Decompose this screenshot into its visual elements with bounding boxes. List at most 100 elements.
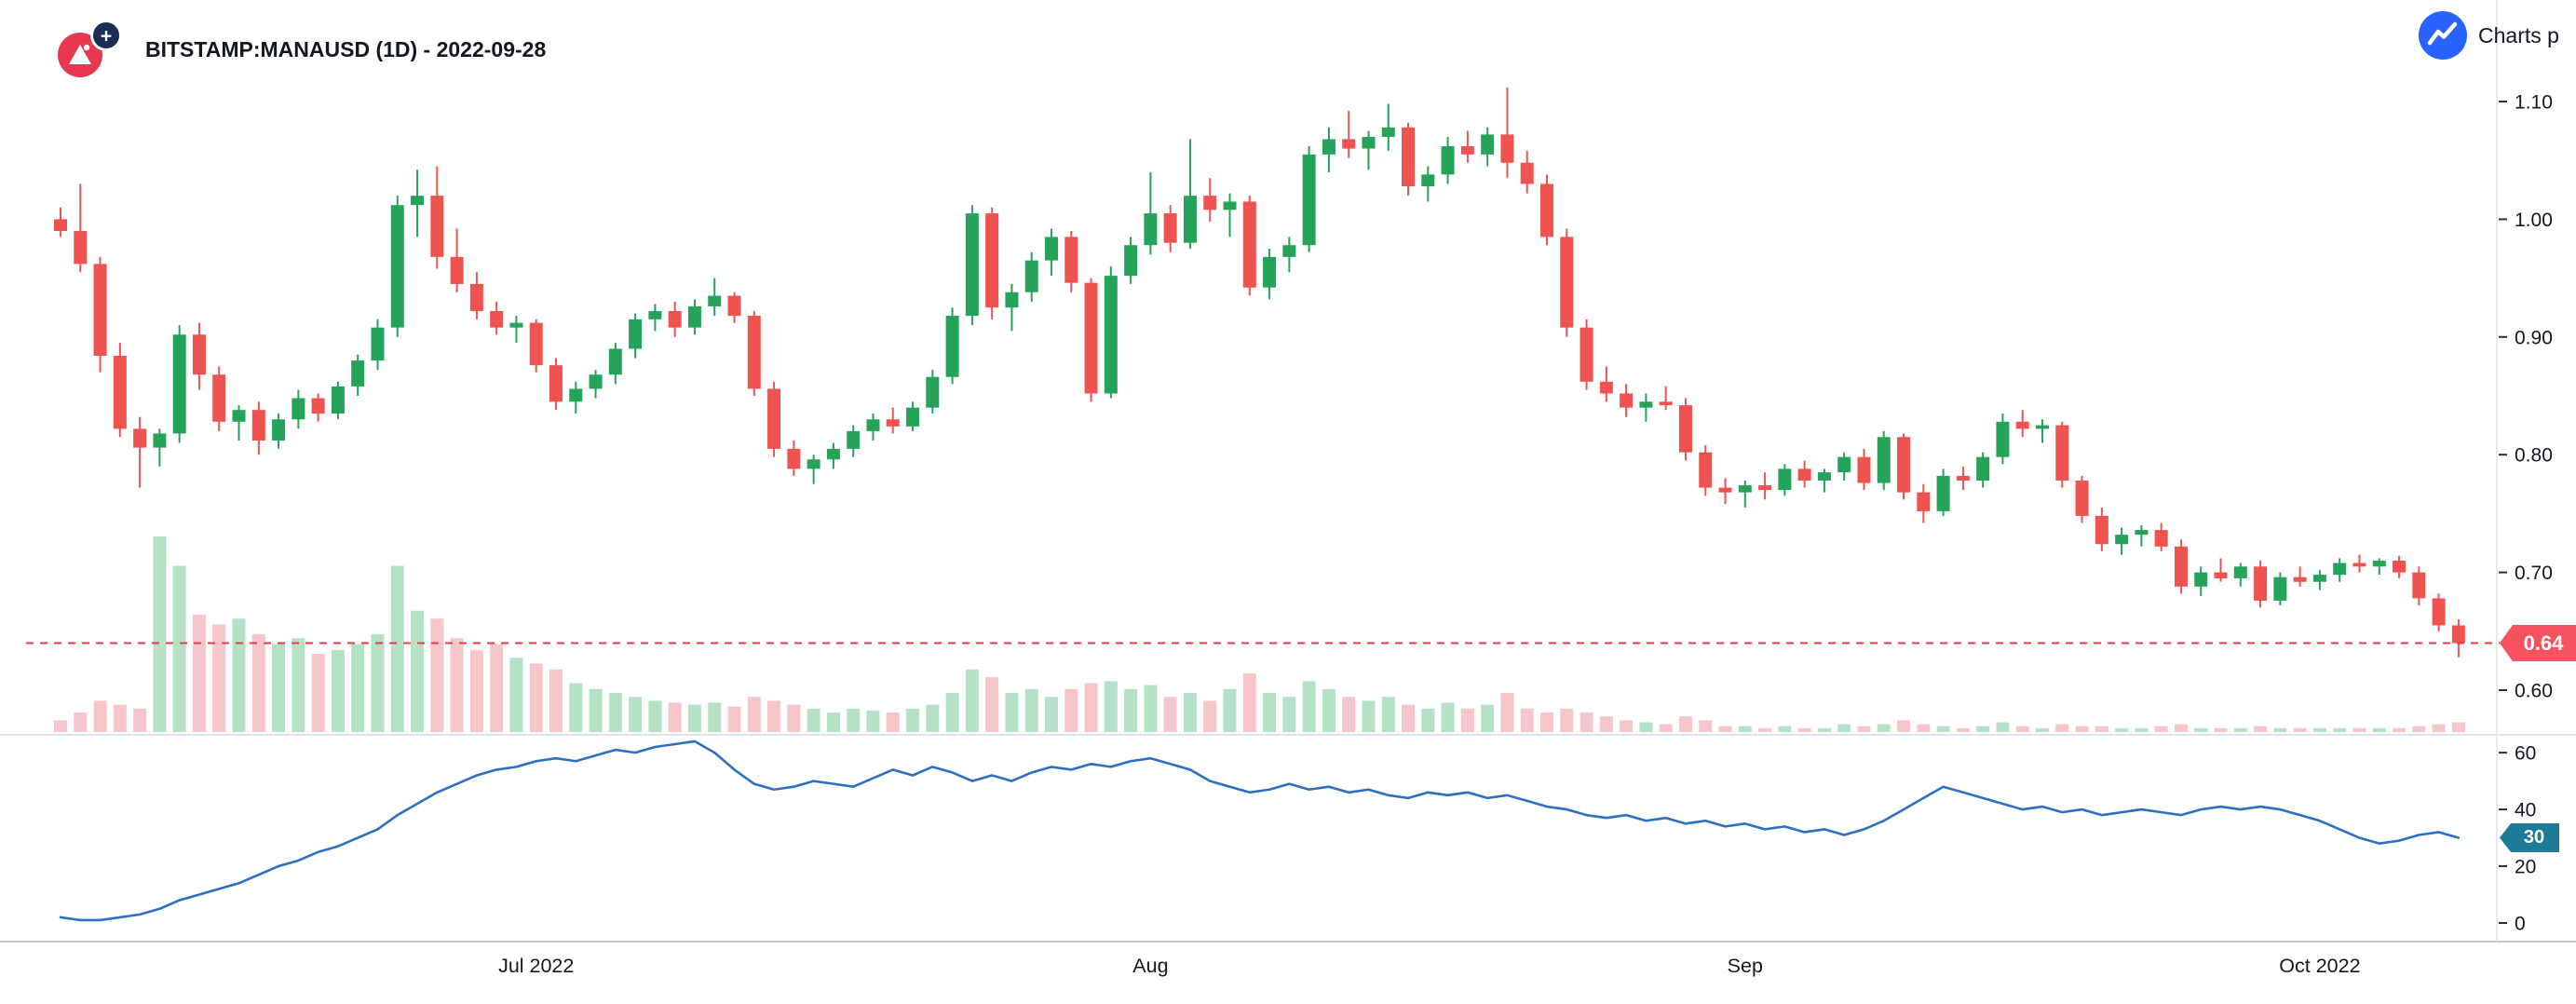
candle-body bbox=[331, 386, 345, 414]
candle-body bbox=[2174, 546, 2188, 587]
powered-by-link[interactable]: Charts p bbox=[2418, 10, 2559, 61]
volume-bar bbox=[212, 624, 226, 732]
volume-bar bbox=[1718, 726, 1732, 732]
rsi-tick-label: 0 bbox=[2515, 914, 2526, 935]
volume-bar bbox=[1758, 727, 1772, 732]
volume-bar bbox=[411, 610, 425, 732]
volume-bar bbox=[1381, 697, 1395, 732]
volume-bar bbox=[826, 712, 840, 732]
candle-body bbox=[2233, 566, 2247, 578]
chart-title: BITSTAMP:MANAUSD (1D) - 2022-09-28 bbox=[145, 36, 547, 61]
volume-bar bbox=[2372, 727, 2386, 732]
candle-body bbox=[192, 334, 206, 375]
candle-body bbox=[1381, 127, 1395, 137]
volume-bar bbox=[2214, 727, 2228, 732]
volume-bar bbox=[1481, 704, 1495, 732]
volume-bar bbox=[133, 708, 147, 732]
volume-bar bbox=[2095, 726, 2108, 732]
candle-body bbox=[291, 398, 305, 420]
candle-body bbox=[807, 459, 820, 469]
price-tick-label: 0.90 bbox=[2515, 327, 2553, 348]
volume-bar bbox=[727, 706, 741, 732]
volume-bar bbox=[1817, 727, 1831, 732]
candle-body bbox=[2214, 572, 2228, 578]
candle-body bbox=[1699, 452, 1713, 488]
volume-bar bbox=[1778, 726, 1792, 732]
candle-body bbox=[668, 310, 682, 328]
candle-body bbox=[1778, 468, 1792, 491]
candle-body bbox=[113, 356, 127, 429]
volume-bar bbox=[1837, 724, 1851, 732]
candle-body bbox=[1837, 456, 1851, 473]
x-axis-label: Jul 2022 bbox=[498, 955, 574, 977]
volume-bar bbox=[1144, 685, 1158, 732]
candle-body bbox=[1104, 276, 1118, 394]
volume-bar bbox=[1738, 726, 1752, 732]
volume-bar bbox=[2451, 722, 2465, 732]
volume-bar bbox=[1579, 712, 1593, 732]
candle-body bbox=[1441, 146, 1455, 175]
candle-body bbox=[2115, 535, 2129, 545]
volume-bar bbox=[1104, 681, 1118, 732]
volume-bar bbox=[2432, 724, 2446, 732]
x-axis-label: Sep bbox=[1728, 955, 1763, 977]
volume-bar bbox=[2293, 727, 2307, 732]
volume-bar bbox=[1797, 727, 1811, 732]
rsi-value-label: 30 bbox=[2500, 823, 2559, 852]
volume-bar bbox=[708, 702, 722, 732]
powered-by-label: Charts p bbox=[2478, 22, 2559, 47]
candle-body bbox=[212, 374, 226, 422]
volume-bar bbox=[1996, 722, 2010, 732]
volume-bar bbox=[1282, 697, 1296, 732]
candle-body bbox=[2333, 563, 2347, 576]
candle-body bbox=[629, 319, 643, 349]
candle-body bbox=[708, 295, 722, 306]
candle-body bbox=[886, 419, 900, 427]
volume-bar bbox=[2393, 727, 2407, 732]
volume-bar bbox=[807, 708, 820, 732]
candle-body bbox=[1421, 174, 1435, 187]
candle-body bbox=[1481, 134, 1495, 155]
candle-body bbox=[2095, 515, 2108, 545]
volume-bar bbox=[1460, 708, 1474, 732]
volume-bar bbox=[1362, 700, 1376, 732]
volume-bar bbox=[1183, 693, 1197, 732]
candle-body bbox=[1897, 437, 1911, 493]
candle-body bbox=[767, 388, 781, 449]
candle-body bbox=[2254, 566, 2268, 601]
volume-bar bbox=[1163, 697, 1177, 732]
volume-bar bbox=[291, 638, 305, 732]
price-tick-label: 0.70 bbox=[2515, 563, 2553, 584]
volume-bar bbox=[1956, 727, 1970, 732]
volume-bar bbox=[787, 704, 801, 732]
volume-bar bbox=[1441, 702, 1455, 732]
volume-bar bbox=[390, 565, 404, 732]
candle-body bbox=[965, 213, 979, 317]
candle-body bbox=[1302, 154, 1316, 246]
candle-body bbox=[1956, 475, 1970, 482]
volume-bar bbox=[490, 644, 504, 732]
candle-body bbox=[1599, 381, 1613, 394]
rsi-tick-label: 20 bbox=[2515, 857, 2536, 878]
volume-bar bbox=[74, 712, 88, 732]
candle-body bbox=[2273, 577, 2287, 601]
volume-bar bbox=[1976, 726, 1990, 732]
volume-bar bbox=[172, 565, 186, 732]
volume-bar bbox=[1084, 683, 1098, 732]
volume-bar bbox=[2194, 727, 2208, 732]
volume-bar bbox=[1659, 724, 1673, 732]
tradingview-chart-icon bbox=[2419, 11, 2467, 60]
volume-bar bbox=[1024, 688, 1038, 732]
candle-body bbox=[866, 419, 880, 431]
candle-body bbox=[2372, 560, 2386, 567]
candle-body bbox=[1639, 401, 1653, 408]
volume-bar bbox=[2115, 727, 2129, 732]
plus-badge-glyph: + bbox=[101, 26, 112, 47]
candle-body bbox=[1263, 256, 1277, 288]
volume-bar bbox=[1877, 724, 1891, 732]
candle-body bbox=[1758, 485, 1772, 491]
price-tick-label: 1.00 bbox=[2515, 210, 2553, 231]
volume-bar bbox=[1620, 720, 1634, 732]
